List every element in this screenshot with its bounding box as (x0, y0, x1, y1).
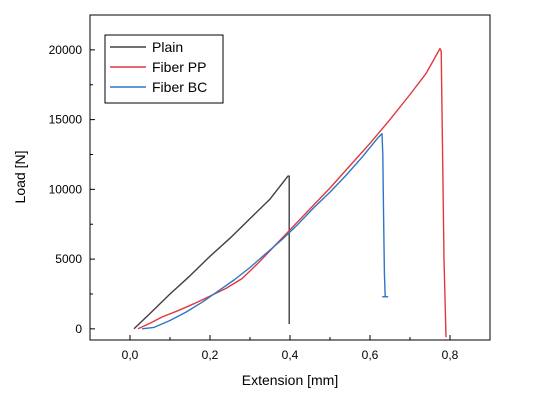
x-tick-label: 0,0 (122, 348, 139, 362)
series-line-fiber-pp (137, 47, 447, 338)
y-tick-label: 5000 (55, 252, 82, 266)
legend-label-plain: Plain (152, 39, 183, 55)
y-tick-label: 20000 (49, 43, 83, 57)
series-line-plain (133, 175, 290, 330)
y-tick-label: 15000 (49, 113, 83, 127)
y-axis-label: Load [N] (12, 151, 28, 204)
x-axis-label: Extension [mm] (242, 372, 338, 388)
x-tick-label: 0,8 (442, 348, 459, 362)
legend: Plain Fiber PP Fiber BC (104, 34, 224, 104)
x-tick-label: 0,6 (362, 348, 379, 362)
legend-label-fiber-pp: Fiber PP (152, 59, 206, 75)
x-tick-label: 0,2 (202, 348, 219, 362)
series-line-fiber-bc (141, 132, 386, 330)
y-tick-label: 0 (75, 322, 82, 336)
legend-label-fiber-bc: Fiber BC (152, 79, 207, 95)
y-axis-ticks: 0 5000 10000 15000 20000 (49, 14, 95, 336)
y-tick-label: 10000 (49, 182, 83, 196)
series-lines (133, 47, 447, 338)
x-axis-ticks: 0,0 0,2 0,4 0,6 0,8 (89, 335, 491, 362)
x-tick-label: 0,4 (282, 348, 299, 362)
